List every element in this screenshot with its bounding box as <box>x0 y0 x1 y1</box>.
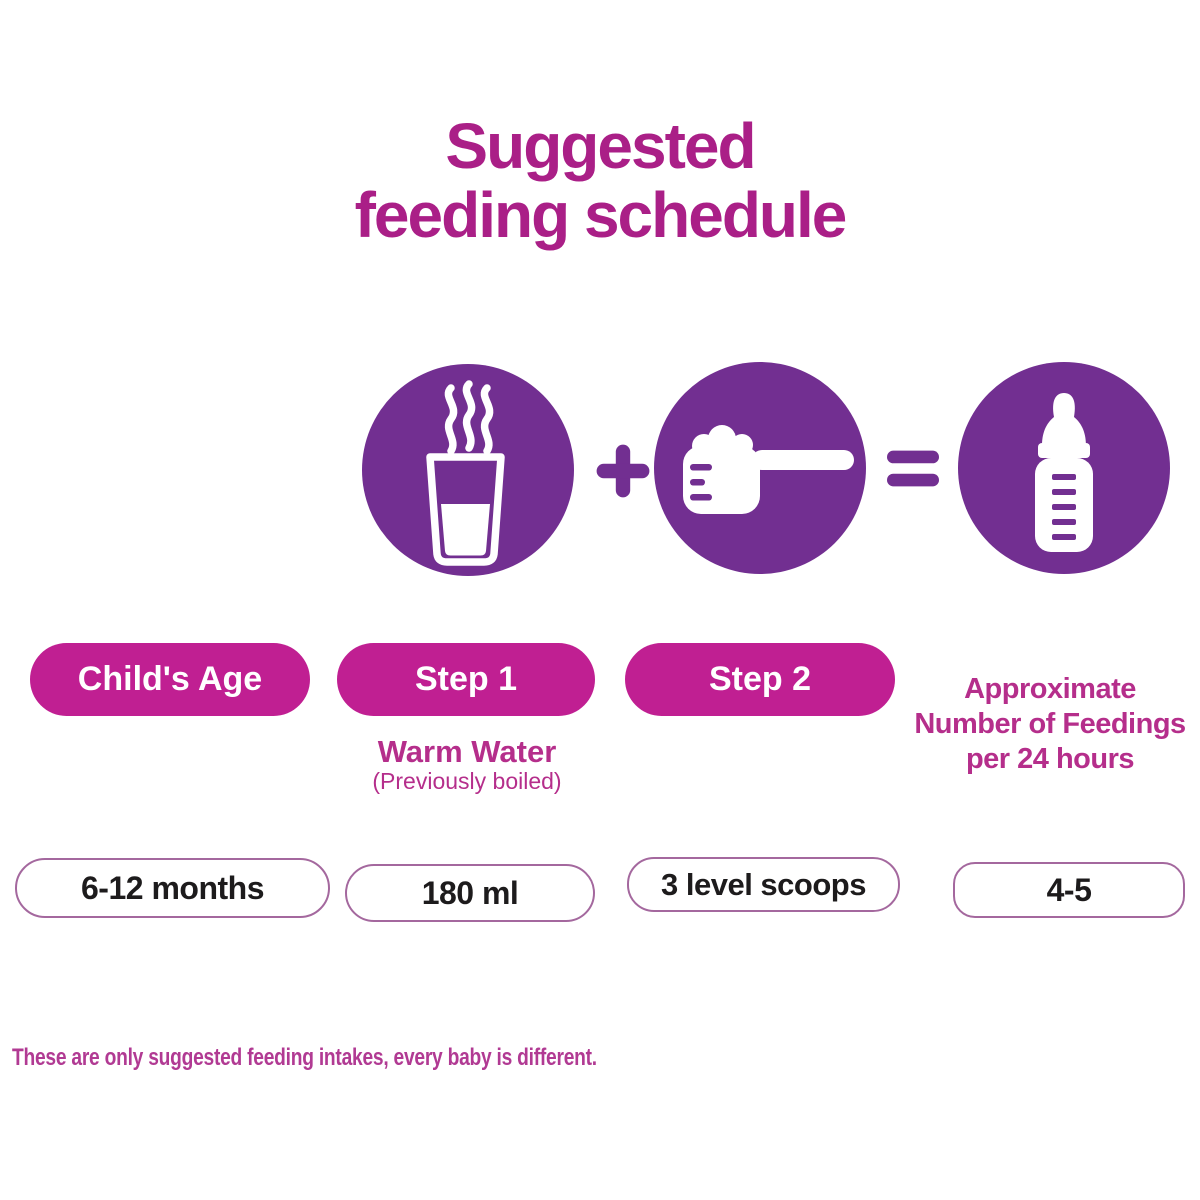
page-title: Suggested feeding schedule <box>0 112 1200 250</box>
value-scoops: 3 level scoops <box>661 866 866 902</box>
value-pill-scoops: 3 level scoops <box>627 857 900 912</box>
header-pill-step1: Step 1 <box>337 643 595 716</box>
value-pill-age: 6-12 months <box>15 858 330 918</box>
formula-scoop-circle <box>654 362 866 574</box>
value-age: 6-12 months <box>81 869 264 906</box>
header-pill-step2: Step 2 <box>625 643 895 716</box>
warm-water-note: (Previously boiled) <box>372 768 562 794</box>
warm-water-sublabel: Warm Water (Previously boiled) <box>322 734 612 795</box>
page-title-line1: Suggested <box>445 110 756 182</box>
footer-disclaimer: These are only suggested feeding intakes… <box>12 1044 597 1071</box>
value-pill-feedings: 4-5 <box>953 862 1185 918</box>
feedings-label-line3: per 24 hours <box>965 743 1135 775</box>
value-feedings: 4-5 <box>1046 871 1092 908</box>
value-water-amount: 180 ml <box>421 874 519 911</box>
warm-water-title: Warm Water <box>377 734 557 769</box>
plus-icon <box>595 442 651 500</box>
header-pill-childs-age: Child's Age <box>30 643 310 716</box>
baby-bottle-circle <box>958 362 1170 574</box>
page-title-line2: feeding schedule <box>354 179 848 251</box>
formula-scoop-icon <box>683 425 854 514</box>
baby-bottle-icon <box>1035 393 1093 552</box>
feedings-label-line2: Number of Feedings <box>914 708 1186 740</box>
header-step1-label: Step 1 <box>414 660 518 698</box>
warm-water-circle <box>362 364 574 576</box>
feedings-label-line1: Approximate <box>964 673 1136 705</box>
value-pill-water-amount: 180 ml <box>345 864 595 922</box>
feedings-per-24h-label: Approximate Number of Feedings per 24 ho… <box>900 672 1200 777</box>
header-childs-age-label: Child's Age <box>77 660 263 698</box>
equals-icon <box>887 450 939 487</box>
header-step2-label: Step 2 <box>708 660 812 698</box>
steaming-water-glass-icon <box>426 380 505 566</box>
